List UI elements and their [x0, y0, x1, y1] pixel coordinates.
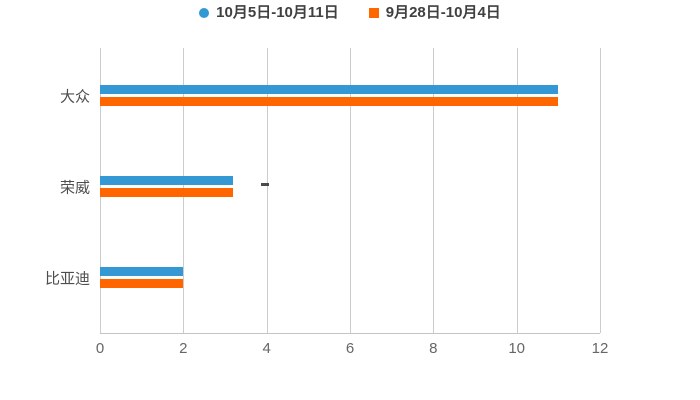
x-tick-label-0: 0 — [95, 340, 105, 357]
bar-荣威-series0[interactable] — [100, 176, 234, 185]
stray-dash-marker — [261, 183, 269, 186]
bar-比亚迪-series1[interactable] — [100, 279, 184, 288]
legend-item-series1[interactable]: 9月28日-10月4日 — [368, 4, 501, 22]
bar-大众-series0[interactable] — [100, 85, 559, 94]
x-tick-label-12: 12 — [591, 340, 609, 357]
legend-label: 10月5日-10月11日 — [216, 4, 339, 21]
legend-item-series0[interactable]: 10月5日-10月11日 — [199, 4, 339, 22]
x-axis-labels: 0 2 4 6 8 10 12 — [96, 340, 620, 360]
gridline-x-6 — [350, 48, 351, 333]
x-axis-line — [100, 333, 600, 334]
bar-荣威-series1[interactable] — [100, 188, 234, 197]
gridline-x-8 — [433, 48, 435, 333]
x-tick-label-6: 6 — [345, 340, 355, 357]
legend: 10月5日-10月11日 9月28日-10月4日 — [0, 4, 700, 22]
category-label-大众: 大众 — [59, 88, 90, 105]
x-tick-label-8: 8 — [429, 340, 438, 357]
x-tick-label-10: 10 — [508, 340, 525, 357]
y-axis-labels: 大众荣威比亚迪 — [0, 0, 90, 400]
gridline-x-12 — [600, 48, 601, 333]
circle-marker-icon — [199, 8, 210, 18]
category-label-荣威: 荣威 — [59, 179, 90, 196]
bar-大众-series1[interactable] — [100, 97, 559, 106]
gridline-x-10 — [516, 48, 518, 333]
gridline-x-4 — [266, 48, 268, 333]
category-label-比亚迪: 比亚迪 — [44, 270, 90, 287]
legend-label: 9月28日-10月4日 — [385, 4, 501, 21]
plot-area — [100, 48, 601, 334]
x-tick-label-2: 2 — [179, 340, 188, 357]
bar-比亚迪-series0[interactable] — [100, 267, 184, 276]
square-marker-icon — [368, 8, 379, 18]
x-tick-label-4: 4 — [262, 340, 271, 357]
